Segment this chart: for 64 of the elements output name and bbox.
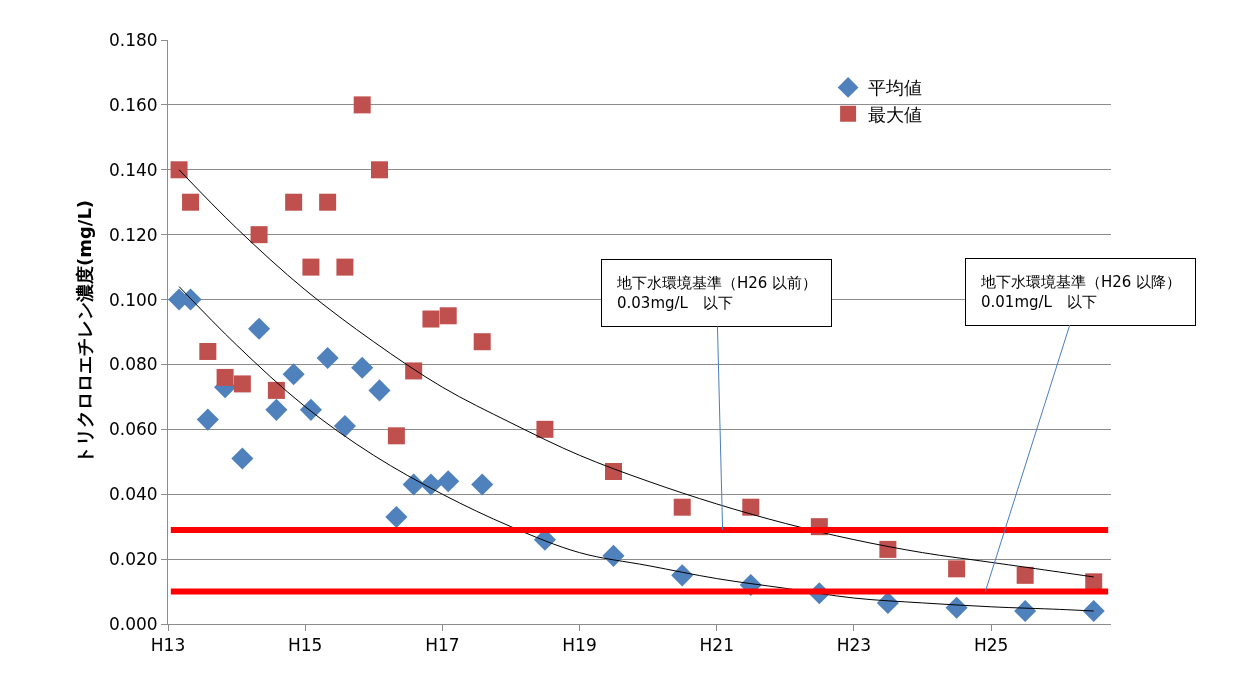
point [437, 470, 460, 493]
y-axis-title: トリクロロエチレン濃度(mg/L) [74, 199, 96, 465]
x-tick-label: H17 [425, 635, 460, 656]
point [945, 596, 968, 619]
point [368, 379, 391, 402]
point [405, 362, 423, 380]
y-tick-label: 0.140 [108, 159, 158, 180]
point [351, 356, 374, 379]
point [604, 463, 622, 481]
point [879, 540, 897, 558]
point [267, 381, 285, 399]
x-tick-label: H23 [836, 635, 872, 656]
point [265, 398, 288, 421]
annotation: 地下水環境基準（H26 以前） 0.03mg/L 以下 [616, 274, 818, 312]
y-tick-label: 0.160 [108, 94, 158, 115]
x-tick-label: H21 [699, 635, 734, 656]
point [385, 505, 408, 528]
x-tick-label: H19 [562, 635, 597, 656]
point [473, 333, 491, 351]
point [671, 564, 694, 587]
y-tick-label: 0.000 [108, 613, 158, 634]
point [250, 226, 268, 244]
point [336, 258, 354, 276]
point [170, 161, 188, 179]
y-tick-label: 0.060 [108, 419, 158, 440]
point [602, 544, 625, 567]
point [948, 560, 966, 578]
point [233, 375, 251, 393]
point [231, 447, 254, 470]
point [353, 96, 371, 114]
point [439, 307, 457, 325]
point [536, 420, 554, 438]
point [302, 258, 320, 276]
y-tick-label: 0.100 [108, 289, 158, 310]
y-tick-label: 0.180 [108, 29, 158, 50]
point [282, 363, 305, 386]
y-tick-label: 0.020 [108, 549, 158, 570]
x-tick-label: H13 [150, 635, 186, 656]
point [216, 368, 234, 386]
point [196, 408, 219, 431]
point [299, 398, 322, 421]
point [387, 427, 405, 445]
y-tick-label: 0.120 [108, 224, 158, 245]
point [1016, 566, 1034, 584]
point [248, 317, 271, 340]
point [471, 473, 494, 496]
legend-label: 平均値 [868, 77, 923, 99]
x-tick-label: H15 [287, 635, 323, 656]
point [319, 193, 337, 211]
point [285, 193, 303, 211]
point [182, 193, 200, 211]
point [422, 310, 440, 328]
legend-label: 最大値 [868, 103, 923, 125]
point [316, 346, 339, 370]
point [1082, 599, 1105, 623]
point [742, 498, 760, 516]
point [333, 415, 356, 438]
annotation: 地下水環境基準（H26 以降） 0.01mg/L 以下 [980, 273, 1182, 311]
y-tick-label: 0.040 [108, 484, 158, 505]
x-tick-label: H25 [973, 635, 1009, 656]
y-tick-label: 0.080 [108, 354, 158, 375]
point [199, 342, 217, 360]
point [673, 498, 691, 516]
point [370, 161, 388, 179]
